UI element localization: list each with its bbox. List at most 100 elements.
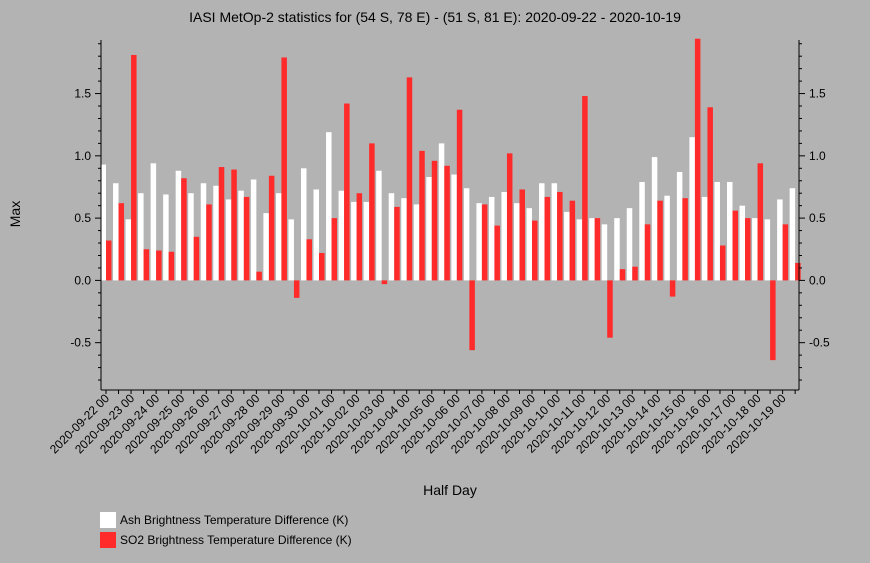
ash-bar (752, 218, 758, 281)
so2-bar (106, 240, 112, 281)
y-tick-label-right: 1.5 (809, 87, 826, 101)
ash-bar (526, 208, 533, 281)
so2-bar (281, 57, 287, 281)
so2-bar (306, 239, 312, 281)
ash-bar (739, 205, 746, 281)
ash-bar (501, 191, 507, 281)
ash-bar (300, 168, 307, 281)
ash-bar (150, 163, 157, 281)
y-tick-label-left: 0.5 (74, 211, 91, 225)
so2-bar (156, 250, 162, 281)
so2-bar (506, 153, 513, 281)
so2-bar (582, 96, 588, 281)
so2-bar (519, 189, 525, 281)
ash-bar (138, 193, 144, 281)
so2-bar (369, 143, 375, 281)
ash-bar (388, 193, 395, 281)
so2-bar (469, 280, 475, 351)
so2-bar (632, 266, 638, 281)
ash-bar (100, 164, 106, 281)
ash-bar (188, 193, 194, 281)
so2-bar (719, 245, 726, 281)
ash-bar (275, 193, 282, 281)
so2-bar (732, 210, 738, 281)
y-tick-label-left: 0.0 (74, 273, 91, 287)
ash-bar (727, 181, 733, 281)
ash-bar (213, 185, 219, 281)
ash-bar (288, 219, 294, 281)
ash-bar (363, 201, 370, 281)
so2-bar (745, 218, 751, 281)
so2-bar (444, 165, 450, 281)
ash-bar (689, 137, 695, 281)
ash-bar (488, 196, 495, 281)
so2-bar (532, 220, 538, 281)
so2-bar (569, 200, 576, 281)
so2-bar (682, 198, 688, 281)
so2-bar (669, 280, 676, 297)
y-tick-label-right: 0.0 (809, 273, 826, 287)
ash-bar (714, 181, 720, 281)
ash-bar (589, 218, 595, 281)
so2-bar (344, 103, 350, 281)
so2-bar (206, 204, 212, 281)
ash-bar (351, 201, 357, 281)
ash-bar (376, 170, 382, 281)
so2-bar (118, 203, 125, 281)
ash-bar (639, 181, 645, 281)
so2-bar (456, 109, 463, 281)
ash-bar (250, 179, 257, 281)
so2-bar (356, 193, 363, 281)
so2-bar (319, 252, 325, 281)
x-axis-label: Half Day (423, 482, 477, 498)
so2-bar (757, 163, 764, 281)
ash-bar (113, 183, 119, 281)
ash-bar (338, 190, 345, 281)
so2-bar (607, 280, 613, 338)
legend-label-ash: Ash Brightness Temperature Difference (K… (120, 513, 349, 527)
so2-bar (394, 206, 400, 281)
ash-bar (614, 218, 620, 281)
ash-bar (175, 170, 182, 281)
legend-item-so2: SO2 Brightness Temperature Difference (K… (100, 532, 352, 548)
so2-bar (694, 38, 701, 281)
so2-bar (181, 178, 187, 281)
so2-bar (770, 280, 776, 361)
ash-bar (676, 172, 683, 281)
so2-bar (657, 200, 663, 281)
y-tick-label-left: 1.0 (74, 149, 91, 163)
so2-bar (557, 191, 563, 281)
so2-bar (168, 251, 175, 281)
ash-bar (539, 183, 545, 281)
so2-bar (782, 224, 789, 281)
ash-bar (463, 188, 470, 281)
axes: -0.5 -0.5 0.0 0.0 0.5 0.5 1.0 1.0 1.5 1.5 (70, 40, 830, 391)
so2-bar (293, 280, 300, 298)
so2-bar (644, 224, 651, 281)
so2-bar (431, 160, 438, 281)
ash-bar (125, 219, 132, 281)
so2-bar (406, 77, 413, 281)
so2-bar (795, 262, 801, 281)
ash-bar (200, 183, 207, 281)
ash-bar (263, 213, 269, 281)
so2-bar (193, 236, 200, 281)
so2-bar (619, 269, 626, 281)
legend-swatch-so2 (100, 532, 116, 548)
ash-bar (225, 199, 232, 281)
so2-bar (256, 271, 262, 281)
so2-bar (419, 150, 425, 281)
ash-bar (401, 198, 407, 281)
so2-bar (481, 204, 488, 281)
ash-bar (313, 189, 320, 281)
so2-bar (594, 218, 601, 281)
y-tick-label-right: 0.5 (809, 211, 826, 225)
y-tick-label-right: 1.0 (809, 149, 826, 163)
ash-bar (777, 199, 783, 281)
ash-bar (413, 204, 420, 281)
ash-bar (601, 224, 608, 281)
so2-bar (707, 107, 713, 281)
ash-bar (426, 177, 432, 281)
